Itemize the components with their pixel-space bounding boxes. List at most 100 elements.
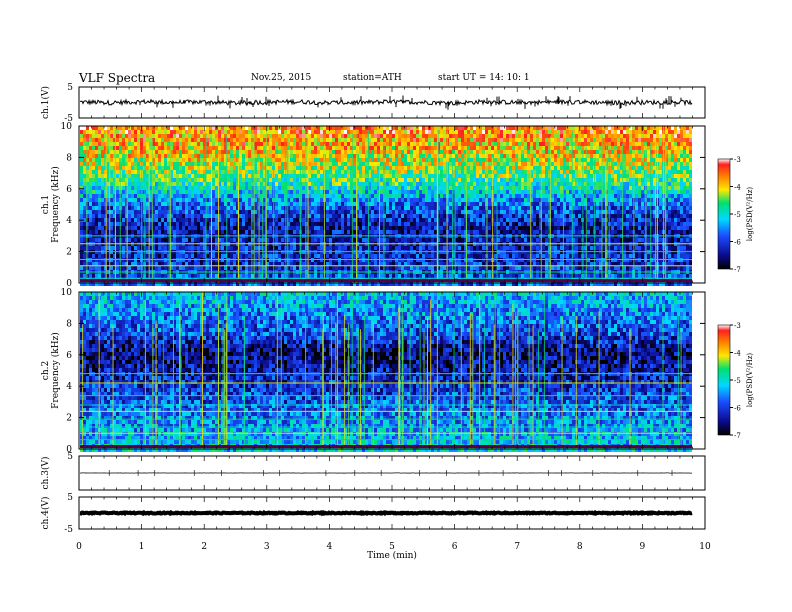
ch1-spectrogram-cell — [176, 166, 179, 170]
ch1-spectrogram-cell — [311, 190, 314, 194]
ch1-spectrogram-cell — [305, 138, 308, 142]
ch1-spectrogram-cell — [275, 194, 278, 198]
ch1-spectrogram-cell — [275, 190, 278, 194]
ch1-spectrogram-cell — [440, 154, 443, 158]
ch1-spectrogram-cell — [338, 198, 341, 202]
ch1-spectrogram-cell — [179, 146, 182, 150]
ch1-spectrogram-cell — [137, 134, 140, 138]
ch1-spectrogram-cell — [164, 130, 167, 134]
ch1-spectrogram-cell — [683, 182, 686, 186]
ch1-spectrogram-cell — [626, 162, 629, 166]
ch1-spectrogram-cell — [380, 142, 383, 146]
ch1-spectrogram-cell — [335, 170, 338, 174]
ch1-spectrogram-cell — [671, 202, 674, 206]
ch1-waveform-ylabel: ch.1(V) — [40, 86, 51, 119]
ch1-spectrogram-cell — [614, 142, 617, 146]
ch1-spectrogram-cell — [602, 182, 605, 186]
ch1-spectrogram-cell — [281, 146, 284, 150]
ch1-spectrogram-cell — [239, 178, 242, 182]
ch1-spectrogram-cell — [389, 198, 392, 202]
ch1-spectrogram-cell — [338, 206, 341, 210]
ch1-spectrogram-cell — [329, 194, 332, 198]
ch1-spectrogram-cell — [200, 158, 203, 162]
ch1-spectrogram-cell — [167, 210, 170, 214]
ch1-spectrogram-cell — [419, 162, 422, 166]
ch1-spectrogram-cell — [305, 214, 308, 218]
ch1-spectrogram-cell — [146, 190, 149, 194]
ch1-spectrogram-cell — [656, 130, 659, 134]
ch1-spectrogram-cell — [506, 178, 509, 182]
ch1-spectrogram-cell — [611, 134, 614, 138]
ch1-spectrogram-cell — [530, 130, 533, 134]
ch1-spectrogram-cell — [629, 190, 632, 194]
ch1-spectrogram-cell — [467, 134, 470, 138]
ch1-spectrogram-cell — [626, 170, 629, 174]
ch1-spectrogram-cell — [590, 158, 593, 162]
ch1-spectrogram-cell — [263, 150, 266, 154]
ch1-spectrogram-cell — [455, 162, 458, 166]
ch1-spectrogram-cell — [164, 162, 167, 166]
ch1-spectrogram-cell — [281, 170, 284, 174]
ch1-spectrogram-cell — [218, 134, 221, 138]
ch1-spectrogram-cell — [650, 178, 653, 182]
ch1-spectrogram-cell — [560, 134, 563, 138]
ch1-spectrogram-cell — [521, 182, 524, 186]
ch1-spectrogram-cell — [602, 126, 605, 130]
ch1-spectrogram-cell — [149, 182, 152, 186]
ch1-spectrogram-cell — [149, 178, 152, 182]
ch1-spectrogram-cell — [98, 146, 101, 150]
ch1-spectrogram-cell — [647, 162, 650, 166]
ch1-spectrogram-cell — [152, 214, 155, 218]
ch1-spectrogram-cell — [542, 134, 545, 138]
ch1-spectrogram-cell — [560, 182, 563, 186]
ch1-spectrogram-cell — [296, 126, 299, 130]
ch1-spectrogram-cell — [308, 158, 311, 162]
ch1-spectrogram-cell — [491, 138, 494, 142]
ch1-spectrogram-cell — [509, 134, 512, 138]
ch1-spectrogram-cell — [134, 186, 137, 190]
ch1-spectrogram-cell — [674, 162, 677, 166]
ch1-spectrogram-cell — [521, 134, 524, 138]
ch1-spectrogram-cell — [260, 174, 263, 178]
ch1-spectrogram-cell — [167, 150, 170, 154]
ch1-spectrogram-cell — [608, 138, 611, 142]
ch1-spectrogram-cell — [494, 138, 497, 142]
ch1-spectrogram-cell — [614, 154, 617, 158]
ch1-spectrogram-cell — [632, 150, 635, 154]
ch1-spectrogram-cell — [242, 178, 245, 182]
ch1-spectrogram-cell — [182, 130, 185, 134]
ch1-spectrogram-cell — [251, 206, 254, 210]
ch1-spectrogram-cell — [410, 162, 413, 166]
ch1-spectrogram-cell — [494, 166, 497, 170]
ch1-spectrogram-cell — [503, 166, 506, 170]
ch1-spectrogram-cell — [152, 194, 155, 198]
ch1-spectrogram-cell — [389, 210, 392, 214]
ch1-spectrogram-cell — [599, 154, 602, 158]
ch1-spectrogram-cell — [380, 166, 383, 170]
ch1-spectrogram-cell — [86, 150, 89, 154]
ch1-spectrogram-cell — [125, 150, 128, 154]
ch1-spectrogram-cell — [443, 218, 446, 222]
ch1-spectrogram-cell — [287, 182, 290, 186]
ch1-spectrogram-cell — [617, 186, 620, 190]
ch1-spectrogram-cell — [398, 198, 401, 202]
ch1-spectrogram-cell — [266, 138, 269, 142]
ch1-spectrogram-cell — [554, 138, 557, 142]
ch1-spectrogram-cell — [143, 130, 146, 134]
ch1-spectrogram-cell — [368, 150, 371, 154]
ch1-spectrogram-cell — [266, 202, 269, 206]
ch1-spectrogram-cell — [380, 170, 383, 174]
ch1-spectrogram-cell — [245, 170, 248, 174]
ch1-spectrogram-cell — [161, 182, 164, 186]
ch1-spectrogram-cell — [392, 170, 395, 174]
ch1-spectrogram-cell — [578, 174, 581, 178]
ch1-spectrogram-cell — [251, 142, 254, 146]
ch1-spectrogram-cell — [185, 214, 188, 218]
ch1-spectrogram-cell — [335, 194, 338, 198]
ch1-spectrogram-cell — [638, 142, 641, 146]
ch1-spectrogram-cell — [365, 210, 368, 214]
ch1-spectrogram-cell — [365, 214, 368, 218]
ch1-spectrogram-cell — [89, 130, 92, 134]
ch1-spectrogram-cell — [506, 182, 509, 186]
ch1-spectrogram-cell — [107, 138, 110, 142]
